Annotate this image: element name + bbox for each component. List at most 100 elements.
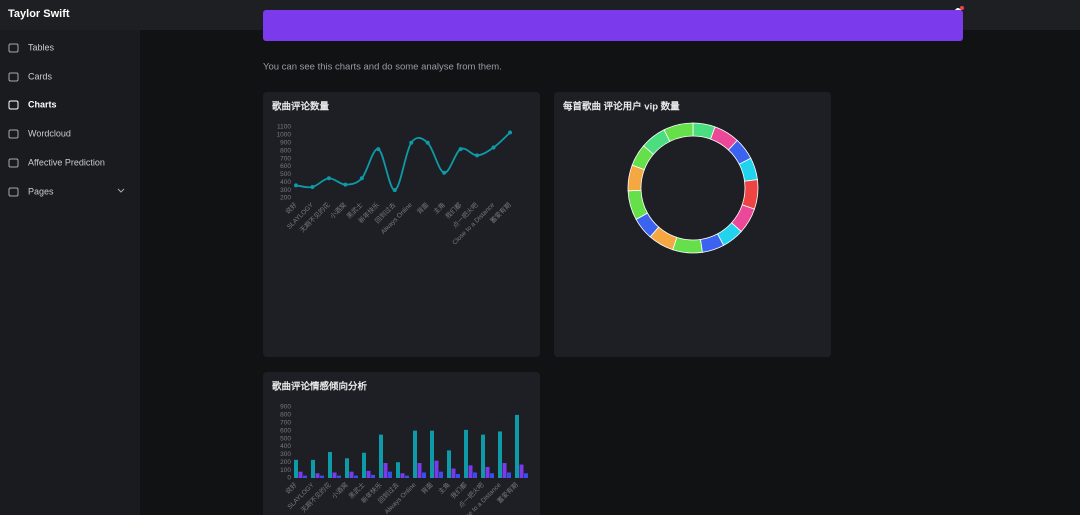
y-tick-label: 400 bbox=[280, 443, 291, 450]
y-tick-label: 700 bbox=[280, 419, 291, 426]
bar bbox=[447, 450, 451, 478]
bar bbox=[515, 414, 519, 478]
nav-icon bbox=[8, 43, 19, 53]
card bbox=[263, 92, 540, 357]
y-tick-label: 500 bbox=[280, 435, 291, 442]
y-tick-label: 300 bbox=[280, 451, 291, 458]
bar bbox=[294, 459, 298, 478]
chart-title: 每首歌曲 评论用户 vip 数量 bbox=[563, 101, 680, 113]
y-tick-label: 200 bbox=[280, 459, 291, 466]
donut-segment bbox=[741, 179, 759, 210]
bar bbox=[349, 471, 354, 478]
donut-segment bbox=[672, 236, 703, 254]
point bbox=[310, 184, 315, 189]
bar bbox=[303, 475, 307, 478]
bar bbox=[417, 463, 422, 478]
nav-icon bbox=[8, 100, 19, 110]
nav-item[interactable]: Tables bbox=[28, 42, 55, 52]
bar bbox=[362, 452, 366, 478]
point bbox=[425, 140, 430, 145]
y-tick-label: 800 bbox=[280, 412, 291, 419]
bar bbox=[507, 472, 511, 478]
bar bbox=[498, 431, 502, 478]
point bbox=[491, 145, 496, 150]
bar bbox=[524, 473, 528, 478]
bar bbox=[332, 472, 337, 478]
bar bbox=[345, 458, 349, 478]
point bbox=[359, 176, 364, 181]
y-tick-label: 700 bbox=[280, 155, 291, 162]
chevron[interactable] bbox=[117, 188, 125, 193]
point bbox=[326, 176, 331, 181]
nav-item[interactable]: Wordcloud bbox=[28, 128, 71, 138]
chart-title: 歌曲评论情感倾向分析 bbox=[272, 381, 368, 393]
point bbox=[442, 170, 447, 175]
bar bbox=[430, 430, 434, 478]
app-title: Taylor Swift bbox=[8, 8, 70, 20]
bar bbox=[405, 475, 409, 478]
nav-icon bbox=[8, 72, 19, 82]
bar bbox=[354, 475, 358, 478]
bar bbox=[328, 451, 332, 478]
y-tick-label: 900 bbox=[280, 139, 291, 146]
bar bbox=[396, 462, 400, 478]
point bbox=[294, 183, 298, 188]
nav-item[interactable]: Affective Prediction bbox=[28, 157, 105, 167]
bar bbox=[519, 464, 524, 478]
point bbox=[392, 188, 397, 193]
bar bbox=[311, 459, 315, 478]
bar bbox=[439, 471, 443, 478]
y-tick-label: 800 bbox=[280, 147, 291, 154]
bar bbox=[485, 466, 490, 478]
donut-segment bbox=[663, 122, 694, 142]
bar bbox=[464, 429, 468, 478]
bar bbox=[320, 475, 324, 478]
card bbox=[263, 372, 540, 515]
y-tick-label: 300 bbox=[280, 187, 291, 194]
bar bbox=[422, 472, 426, 478]
bar bbox=[383, 463, 388, 478]
nav-item[interactable]: Charts bbox=[28, 99, 57, 109]
bar bbox=[502, 463, 507, 478]
chart-title: 歌曲评论数量 bbox=[272, 101, 330, 113]
y-tick-label: 1000 bbox=[277, 132, 292, 139]
bar bbox=[481, 434, 485, 478]
bar bbox=[388, 471, 392, 478]
bar bbox=[371, 474, 375, 478]
y-tick-label: 100 bbox=[280, 467, 291, 474]
y-tick-label: 400 bbox=[280, 179, 291, 186]
bar bbox=[379, 434, 383, 478]
nav-icon bbox=[8, 158, 19, 168]
bar bbox=[434, 460, 439, 478]
bar bbox=[468, 465, 473, 478]
y-tick-label: 600 bbox=[280, 427, 291, 434]
notification-dot bbox=[960, 6, 964, 10]
nav-item[interactable]: Pages bbox=[28, 186, 54, 196]
point bbox=[343, 182, 348, 187]
bar bbox=[456, 474, 460, 478]
point bbox=[475, 153, 480, 158]
bar bbox=[337, 475, 341, 478]
point bbox=[508, 130, 512, 135]
y-tick-label: 600 bbox=[280, 163, 291, 170]
intro-text: You can see this charts and do some anal… bbox=[263, 62, 502, 73]
sidebar bbox=[0, 30, 140, 515]
y-tick-label: 0 bbox=[287, 475, 291, 482]
point bbox=[376, 147, 381, 152]
bar bbox=[473, 472, 477, 478]
y-tick-label: 200 bbox=[280, 195, 291, 202]
y-tick-label: 500 bbox=[280, 171, 291, 178]
nav-icon bbox=[8, 129, 19, 139]
card bbox=[554, 92, 831, 357]
point bbox=[409, 140, 414, 145]
bar bbox=[298, 471, 303, 478]
point bbox=[458, 147, 463, 152]
nav-item[interactable]: Cards bbox=[28, 71, 53, 81]
y-tick-label: 900 bbox=[280, 404, 291, 411]
banner bbox=[263, 10, 963, 41]
nav-icon bbox=[8, 187, 19, 197]
bar bbox=[366, 470, 371, 478]
bar bbox=[490, 473, 494, 478]
